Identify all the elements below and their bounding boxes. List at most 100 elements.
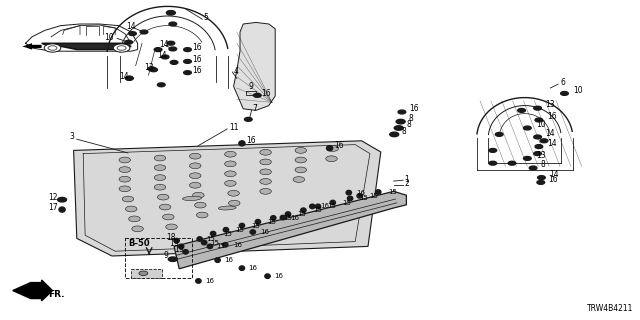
Circle shape [129,32,136,36]
Circle shape [524,156,531,160]
Circle shape [157,83,165,87]
Circle shape [167,41,175,45]
Text: 14: 14 [547,139,557,148]
Text: 15: 15 [236,227,244,233]
Circle shape [132,226,143,232]
Text: 9: 9 [163,252,168,260]
Text: 2: 2 [404,180,409,188]
Text: 9: 9 [248,82,253,91]
Text: 12: 12 [48,193,58,202]
Circle shape [260,188,271,194]
Ellipse shape [330,200,335,205]
Ellipse shape [218,206,236,210]
Text: 14: 14 [159,40,168,49]
Text: 10: 10 [536,120,546,129]
Circle shape [154,155,166,161]
Circle shape [154,165,166,171]
Circle shape [326,156,337,162]
Text: 16: 16 [291,215,300,220]
Text: 14: 14 [545,129,555,138]
Polygon shape [174,191,406,269]
Text: 16: 16 [192,43,202,52]
Text: 15: 15 [216,244,225,249]
Circle shape [260,179,271,184]
Circle shape [154,48,162,52]
Circle shape [184,71,191,75]
Ellipse shape [285,212,291,216]
Ellipse shape [301,208,306,212]
Circle shape [244,117,252,121]
Ellipse shape [376,190,381,194]
Text: 15: 15 [342,200,351,205]
Circle shape [489,148,497,152]
Ellipse shape [223,228,228,232]
Circle shape [534,135,541,139]
Circle shape [228,200,240,206]
Circle shape [119,176,131,182]
Text: 6: 6 [561,78,566,87]
Circle shape [48,46,57,50]
Circle shape [184,48,191,52]
Text: 11: 11 [229,123,239,132]
Circle shape [159,204,171,210]
Text: 16: 16 [261,89,271,98]
Text: 19: 19 [170,239,179,248]
Text: 3: 3 [69,132,74,141]
Text: 13: 13 [536,151,546,160]
Polygon shape [13,280,52,301]
Circle shape [195,202,206,208]
Text: 14: 14 [126,22,136,31]
Circle shape [529,166,537,170]
Text: 5: 5 [204,13,209,22]
Text: FR.: FR. [48,290,65,299]
Ellipse shape [196,279,201,283]
Circle shape [150,68,157,72]
Circle shape [122,196,134,202]
Ellipse shape [239,141,245,146]
Text: 15: 15 [252,223,260,228]
Circle shape [398,110,406,114]
Circle shape [228,190,239,196]
Text: 15: 15 [211,240,220,245]
Circle shape [534,152,541,156]
Circle shape [129,216,140,222]
Text: 16: 16 [246,136,256,145]
Circle shape [119,186,131,192]
Text: 16: 16 [192,66,202,75]
Ellipse shape [250,230,255,234]
Text: 7: 7 [253,104,258,113]
Circle shape [139,271,148,276]
Ellipse shape [280,215,285,220]
Circle shape [327,146,339,151]
Ellipse shape [179,244,184,249]
Circle shape [390,132,399,137]
Circle shape [535,118,543,122]
Circle shape [225,180,236,186]
Circle shape [168,257,177,261]
Bar [125,238,192,278]
Text: 16: 16 [356,190,365,196]
Ellipse shape [211,231,216,236]
Text: 16: 16 [334,141,344,150]
Ellipse shape [239,223,244,228]
Text: 16: 16 [260,229,269,235]
Circle shape [196,212,208,218]
Text: 18: 18 [166,233,176,242]
Circle shape [495,132,503,136]
Text: 10: 10 [573,86,583,95]
Text: 16: 16 [205,278,214,284]
Circle shape [189,173,201,179]
Circle shape [154,175,166,180]
Text: 1: 1 [404,175,409,184]
Text: 15: 15 [369,193,378,199]
Ellipse shape [207,244,212,249]
Text: 15: 15 [298,211,307,217]
Circle shape [253,93,261,97]
Circle shape [170,60,178,64]
Polygon shape [234,22,275,110]
Circle shape [260,159,271,165]
Ellipse shape [316,204,321,209]
Ellipse shape [239,266,244,270]
Circle shape [561,92,568,95]
Text: 13: 13 [545,100,555,109]
